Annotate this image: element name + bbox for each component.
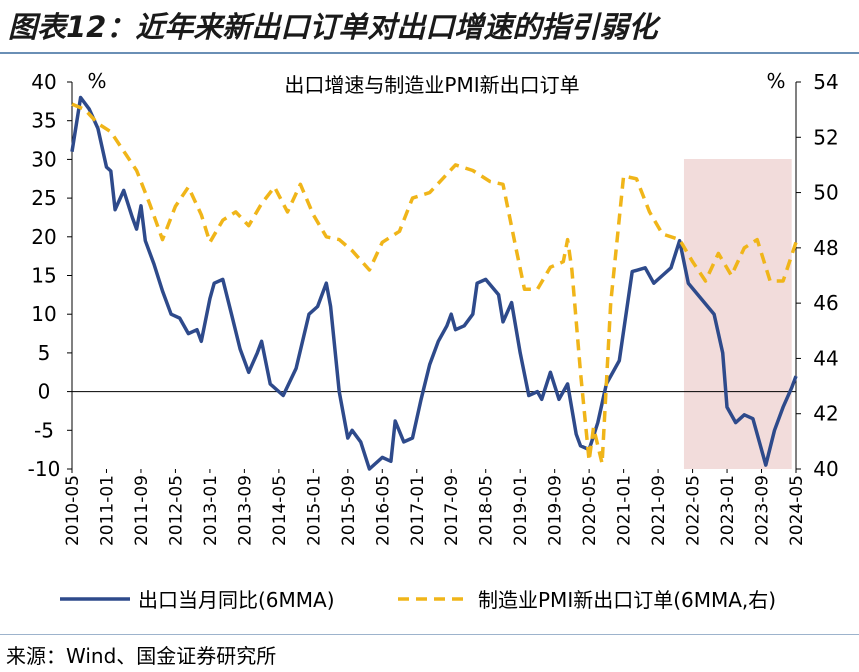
x-tick-label: 2015-01 — [304, 475, 324, 546]
legend-swatch-solid — [60, 596, 130, 601]
x-tick-label: 2010-05 — [63, 475, 83, 546]
right-tick-label: 44 — [813, 346, 838, 370]
x-tick-label: 2013-09 — [235, 475, 255, 546]
legend-label-pmi: 制造业PMI新出口订单(6MMA,右) — [478, 588, 777, 612]
highlight-band — [683, 159, 792, 469]
series-line-1 — [70, 95, 798, 471]
x-tick-label: 2018-05 — [477, 475, 497, 546]
right-axis-unit: % — [766, 69, 785, 93]
right-tick-label: 40 — [813, 457, 838, 481]
source-note: 来源：Wind、国金证券研究所 — [6, 644, 277, 668]
x-tick-label: 2011-01 — [97, 475, 117, 546]
legend-swatch-dashed — [398, 596, 470, 601]
chart: -10 -5 0 5 10 15 20 25 30 35 40 40 42 44 46 48 50 52 54 201… — [28, 69, 839, 546]
left-tick-label: -5 — [34, 418, 54, 442]
left-axis-unit: % — [87, 69, 106, 93]
x-tick-label: 2020-05 — [580, 475, 600, 546]
x-tick-label: 2014-05 — [270, 475, 290, 546]
x-tick-label: 2023-01 — [718, 475, 738, 546]
left-tick-label: 35 — [31, 109, 56, 133]
left-tick-label: 40 — [31, 70, 56, 94]
legend-item-pmi: 制造业PMI新出口订单(6MMA,右) — [398, 584, 776, 613]
x-tick-label: 2024-05 — [787, 475, 807, 546]
x-tick-label: 2013-01 — [201, 475, 221, 546]
title-rule — [0, 52, 859, 54]
right-tick-label: 46 — [813, 291, 838, 315]
x-tick-label: 2019-01 — [511, 475, 531, 546]
x-tick-label: 2011-09 — [132, 475, 152, 546]
right-tick-label: 42 — [813, 402, 838, 426]
left-tick-label: -10 — [28, 457, 61, 481]
chart-title: 出口增速与制造业PMI新出口订单 — [284, 73, 579, 97]
right-tick-label: 50 — [813, 181, 838, 205]
figure-title: 图表12：近年来新出口订单对出口增速的指引弱化 — [8, 10, 658, 44]
x-tick-label: 2012-05 — [166, 475, 186, 546]
legend: 出口当月同比(6MMA) 制造业PMI新出口订单(6MMA,右) — [0, 584, 859, 618]
series-group — [70, 95, 798, 471]
right-tick-label: 54 — [813, 70, 838, 94]
x-tick-label: 2023-09 — [753, 475, 773, 546]
x-tick-label: 2017-01 — [408, 475, 428, 546]
x-tick-label: 2021-09 — [649, 475, 669, 546]
legend-item-export: 出口当月同比(6MMA) — [60, 584, 335, 613]
left-tick-label: 0 — [38, 380, 51, 404]
x-tick-label: 2021-01 — [615, 475, 635, 546]
x-tick-label: 2022-05 — [684, 475, 704, 546]
x-tick-label: 2016-05 — [373, 475, 393, 546]
legend-label-export: 出口当月同比(6MMA) — [138, 588, 335, 612]
left-tick-label: 5 — [38, 341, 51, 365]
left-tick-label: 30 — [31, 147, 56, 171]
left-tick-label: 20 — [31, 225, 56, 249]
right-tick-label: 48 — [813, 236, 838, 260]
left-tick-label: 15 — [31, 264, 56, 288]
source-rule — [0, 634, 859, 635]
series-line-2 — [71, 102, 798, 466]
x-tick-label: 2015-09 — [339, 475, 359, 546]
left-tick-label: 10 — [31, 302, 56, 326]
left-tick-label: 25 — [31, 186, 56, 210]
right-tick-label: 52 — [813, 125, 838, 149]
x-tick-label: 2019-09 — [546, 475, 566, 546]
axes: -10 -5 0 5 10 15 20 25 30 35 40 40 42 44 46 48 50 52 54 201… — [28, 70, 839, 546]
x-tick-label: 2017-09 — [442, 475, 462, 546]
